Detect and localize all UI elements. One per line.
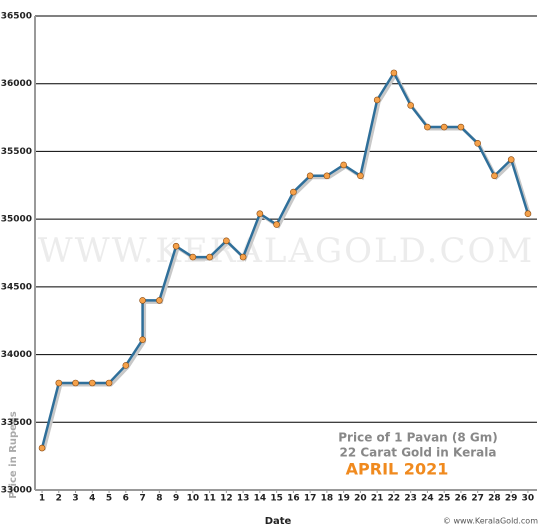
x-tick-label: 27 xyxy=(471,494,484,504)
point xyxy=(89,379,96,387)
x-tick-label: 7 xyxy=(139,494,145,504)
x-tick-label: 30 xyxy=(522,494,535,504)
x-tick-label: 6 xyxy=(123,494,129,504)
x-tick-label: 17 xyxy=(304,494,317,504)
point xyxy=(156,297,163,304)
point xyxy=(38,444,46,452)
x-tick-label: 16 xyxy=(287,494,300,504)
x-tick-label: 3 xyxy=(72,494,78,504)
x-tick-label: 21 xyxy=(371,494,384,504)
point xyxy=(122,362,130,369)
point xyxy=(407,102,414,109)
x-tick-label: 14 xyxy=(254,494,267,504)
annotation: Price of 1 Pavan (8 Gm) xyxy=(338,431,498,445)
x-tick-label: 20 xyxy=(354,494,367,504)
y-tick-label: 34500 xyxy=(1,282,32,292)
x-tick-label: 23 xyxy=(404,494,417,504)
watermark: WWW.KERALAGOLD.COM xyxy=(38,231,534,271)
point xyxy=(440,123,448,131)
x-tick-label: 11 xyxy=(203,494,216,504)
x-tick-label: 13 xyxy=(237,494,250,504)
copyright: © www.KeralaGold.com xyxy=(443,517,538,526)
point xyxy=(105,379,113,387)
point xyxy=(139,297,146,304)
x-tick-label: 19 xyxy=(337,494,350,504)
x-tick-label: 26 xyxy=(455,494,468,504)
point xyxy=(72,379,79,387)
point xyxy=(323,172,331,180)
x-tick-label: 4 xyxy=(89,494,95,504)
x-tick-label: 24 xyxy=(421,494,434,504)
y-tick-label: 36000 xyxy=(1,79,32,89)
x-tick-label: 2 xyxy=(56,494,62,504)
x-tick-label: 18 xyxy=(321,494,334,504)
x-tick-label: 12 xyxy=(220,494,233,504)
point xyxy=(424,123,431,131)
x-tick-label: 15 xyxy=(270,494,283,504)
annotation: APRIL 2021 xyxy=(346,460,449,479)
y-axis-label: Price in Rupees xyxy=(8,411,19,498)
point xyxy=(306,172,314,180)
point xyxy=(139,336,146,343)
point xyxy=(189,253,197,261)
x-tick-label: 28 xyxy=(488,494,501,504)
point xyxy=(373,96,381,104)
point xyxy=(357,172,364,180)
point xyxy=(340,161,347,169)
x-tick-label: 5 xyxy=(106,494,112,504)
y-tick-label: 35500 xyxy=(1,147,32,157)
point xyxy=(172,242,180,250)
y-tick-label: 33500 xyxy=(1,418,32,428)
x-tick-label: 9 xyxy=(173,494,179,504)
y-tick-label: 36500 xyxy=(1,12,32,22)
point xyxy=(239,253,247,261)
point xyxy=(491,172,498,180)
x-tick-label: 10 xyxy=(187,494,200,504)
point xyxy=(290,188,297,196)
point xyxy=(206,253,213,261)
x-tick-label: 1 xyxy=(39,494,45,504)
point xyxy=(55,379,63,387)
point xyxy=(474,140,481,147)
x-axis-label: Date xyxy=(265,516,292,527)
y-tick-label: 33000 xyxy=(1,486,32,496)
point xyxy=(457,123,465,131)
x-tick-label: 25 xyxy=(438,494,451,504)
point xyxy=(390,69,398,77)
point xyxy=(223,237,230,245)
point xyxy=(507,156,515,163)
x-tick-label: 22 xyxy=(388,494,401,504)
x-tick-label: 29 xyxy=(505,494,518,504)
y-tick-label: 35000 xyxy=(1,215,32,225)
x-tick-label: 8 xyxy=(156,494,162,504)
point xyxy=(524,210,532,218)
point xyxy=(256,210,264,218)
annotation: 22 Carat Gold in Kerala xyxy=(340,446,497,460)
y-tick-label: 34000 xyxy=(1,350,32,360)
point xyxy=(273,221,280,228)
